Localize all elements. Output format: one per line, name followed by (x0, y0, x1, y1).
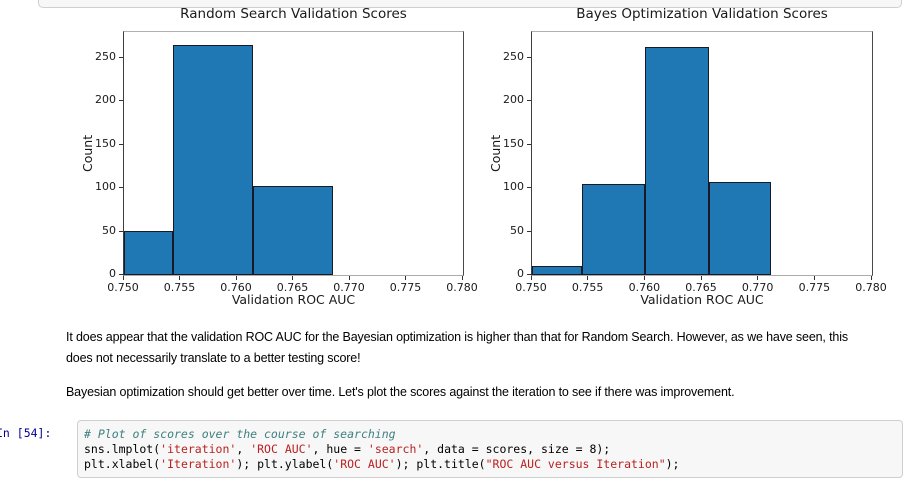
code-token-code: , (236, 442, 251, 456)
code-token-code: sns.lmplot( (84, 442, 161, 456)
code-token-code: , data = scores, size = 8); (423, 442, 611, 456)
code-line: plt.xlabel('Iteration'); plt.ylabel('ROC… (84, 457, 896, 472)
markdown-paragraph: It does appear that the validation ROC A… (66, 330, 848, 365)
y-tick-label: 0 (109, 267, 116, 280)
plot-area (123, 31, 464, 276)
x-axis-tick (530, 276, 532, 280)
code-token-code: plt.xlabel( (84, 457, 161, 471)
cell-input-prompt: In [54]: (0, 426, 52, 440)
y-tick-label: 100 (95, 180, 116, 194)
x-axis-tick (643, 276, 645, 280)
y-axis-tick (527, 143, 531, 145)
y-tick-label: 250 (95, 50, 116, 64)
x-tick-label: 0.765 (685, 281, 717, 294)
code-token-string: "ROC AUC versus Iteration" (485, 457, 666, 471)
y-axis-tick (119, 100, 123, 102)
y-axis-tick (119, 187, 123, 189)
code-token-code: , hue = (312, 442, 368, 456)
x-tick-label: 0.775 (798, 281, 831, 294)
code-token-string: 'search' (367, 442, 424, 456)
histogram-bar (581, 183, 646, 275)
chart-title: Random Search Validation Scores (180, 6, 407, 22)
code-token-string: 'Iteration' (160, 457, 237, 471)
y-tick-label: 250 (503, 50, 524, 64)
histogram-bar (708, 182, 772, 275)
histogram-bar (252, 186, 334, 275)
x-tick-label: 0.765 (276, 281, 309, 294)
code-line: sns.lmplot('iteration', 'ROC AUC', hue =… (84, 442, 896, 457)
x-tick-label: 0.775 (389, 281, 422, 294)
x-axis-tick (587, 276, 589, 280)
y-axis-tick (527, 100, 531, 102)
y-axis-label: Count (80, 134, 95, 173)
chart-title: Bayes Optimization Validation Scores (576, 6, 828, 22)
code-line: # Plot of scores over the course of sear… (84, 427, 896, 442)
x-axis-label: Validation ROC AUC (231, 292, 356, 307)
y-tick-label: 100 (503, 180, 524, 194)
x-tick-label: 0.760 (220, 281, 252, 294)
x-tick-label: 0.780 (446, 281, 478, 294)
previous-cell-input-border (38, 0, 902, 8)
histogram-bar (172, 45, 253, 275)
y-tick-label: 50 (102, 223, 116, 237)
y-axis-label: Count (488, 134, 503, 173)
x-axis-tick (461, 276, 463, 280)
y-axis-tick (527, 187, 531, 189)
x-tick-label: 0.770 (333, 281, 365, 294)
x-tick-label: 0.760 (628, 281, 661, 294)
x-axis-tick (122, 276, 124, 280)
x-tick-label: 0.755 (571, 281, 604, 294)
y-axis-tick (527, 57, 531, 59)
x-axis-tick (813, 276, 815, 280)
chart-random-search: Random Search Validation Scores Count Va… (80, 6, 478, 307)
y-tick-label: 150 (95, 136, 116, 150)
x-axis-tick (235, 276, 237, 280)
x-axis-tick (292, 276, 293, 280)
markdown-paragraph: Bayesian optimization should get better … (66, 385, 735, 399)
code-token-code: ); plt.title( (395, 457, 486, 471)
x-axis-tick (348, 276, 350, 280)
histogram-bar (124, 230, 173, 275)
y-axis-tick (119, 143, 123, 145)
code-token-string: 'ROC AUC' (333, 457, 396, 471)
x-tick-label: 0.780 (855, 281, 887, 294)
code-cell-input[interactable]: # Plot of scores over the course of sear… (77, 420, 903, 478)
y-axis-tick (527, 274, 531, 275)
y-tick-label: 150 (503, 136, 524, 150)
y-axis-tick (119, 274, 123, 275)
x-axis-tick (700, 276, 702, 280)
x-tick-label: 0.750 (515, 281, 547, 294)
x-tick-label: 0.750 (107, 281, 139, 294)
x-tick-label: 0.755 (163, 281, 196, 294)
code-token-string: 'ROC AUC' (250, 442, 313, 456)
histogram-bar (532, 266, 582, 275)
y-tick-label: 200 (95, 93, 116, 107)
x-tick-label: 0.770 (741, 281, 774, 294)
x-axis-tick (405, 276, 406, 280)
x-axis-label: Validation ROC AUC (640, 292, 764, 307)
x-axis-tick (179, 276, 180, 280)
code-token-comment: # Plot of scores over the course of sear… (84, 427, 396, 441)
histogram-bar (645, 46, 709, 275)
y-axis-tick (119, 57, 123, 59)
y-axis-tick (527, 230, 531, 232)
code-token-string: 'iteration' (160, 442, 237, 456)
y-tick-label: 200 (503, 93, 524, 107)
plot-area (531, 31, 873, 276)
x-axis-tick (757, 276, 759, 280)
x-axis-tick (870, 276, 872, 280)
code-token-code: ); (665, 457, 680, 471)
y-tick-label: 0 (517, 267, 524, 280)
chart-bayes-optimization: Bayes Optimization Validation Scores Cou… (488, 6, 887, 307)
y-tick-label: 50 (510, 223, 524, 237)
y-axis-tick (119, 230, 123, 232)
code-token-code: ); plt.ylabel( (236, 457, 334, 471)
